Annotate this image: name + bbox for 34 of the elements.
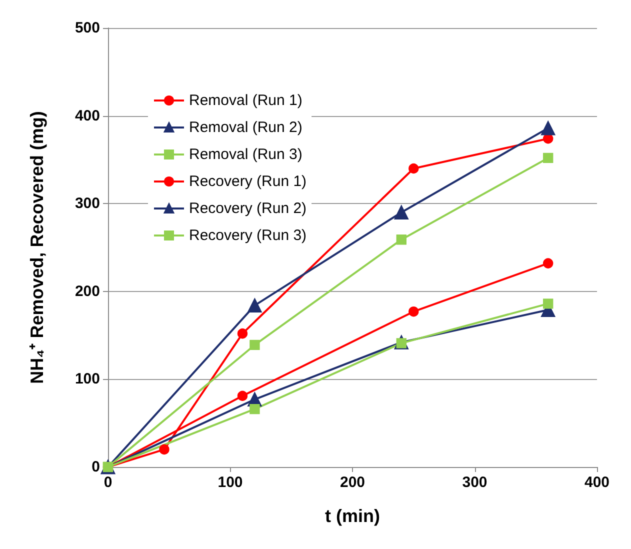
legend-label: Recovery (Run 3): [189, 227, 307, 244]
x-tick-label: 100: [218, 474, 243, 491]
y-tick-label: 0: [92, 458, 100, 476]
point: [237, 328, 248, 339]
x-tick-label: 300: [462, 474, 488, 491]
point: [408, 163, 419, 174]
point: [396, 234, 406, 245]
legend-label: Removal (Run 1): [189, 92, 302, 109]
x-tick-label: 400: [584, 474, 610, 491]
x-tick-label: 0: [104, 474, 112, 491]
point: [543, 134, 554, 144]
point: [543, 152, 554, 164]
point: [159, 444, 170, 455]
point: [394, 205, 408, 220]
point: [250, 340, 260, 350]
y-tick-label: 100: [74, 370, 100, 388]
point: [543, 258, 554, 268]
legend-label: Removal (Run 3): [189, 146, 302, 163]
legend-label: Recovery (Run 2): [189, 200, 307, 217]
y-tick-label: 400: [74, 107, 100, 124]
point: [248, 298, 262, 313]
y-tick-label: 200: [74, 282, 100, 300]
legend-label: Recovery (Run 1): [189, 173, 307, 190]
point: [543, 298, 554, 309]
point: [541, 120, 556, 136]
y-tick-label: 300: [74, 195, 100, 212]
point: [408, 306, 419, 317]
y-axis-title: NH₄⁺ Removed, Recovered (mg): [27, 111, 47, 384]
x-axis-title: t (min): [325, 506, 380, 526]
y-tick-label: 500: [74, 20, 100, 36]
x-tick-label: 200: [340, 474, 366, 491]
legend-label: Removal (Run 2): [189, 119, 302, 136]
point: [250, 404, 260, 414]
point: [237, 390, 248, 401]
